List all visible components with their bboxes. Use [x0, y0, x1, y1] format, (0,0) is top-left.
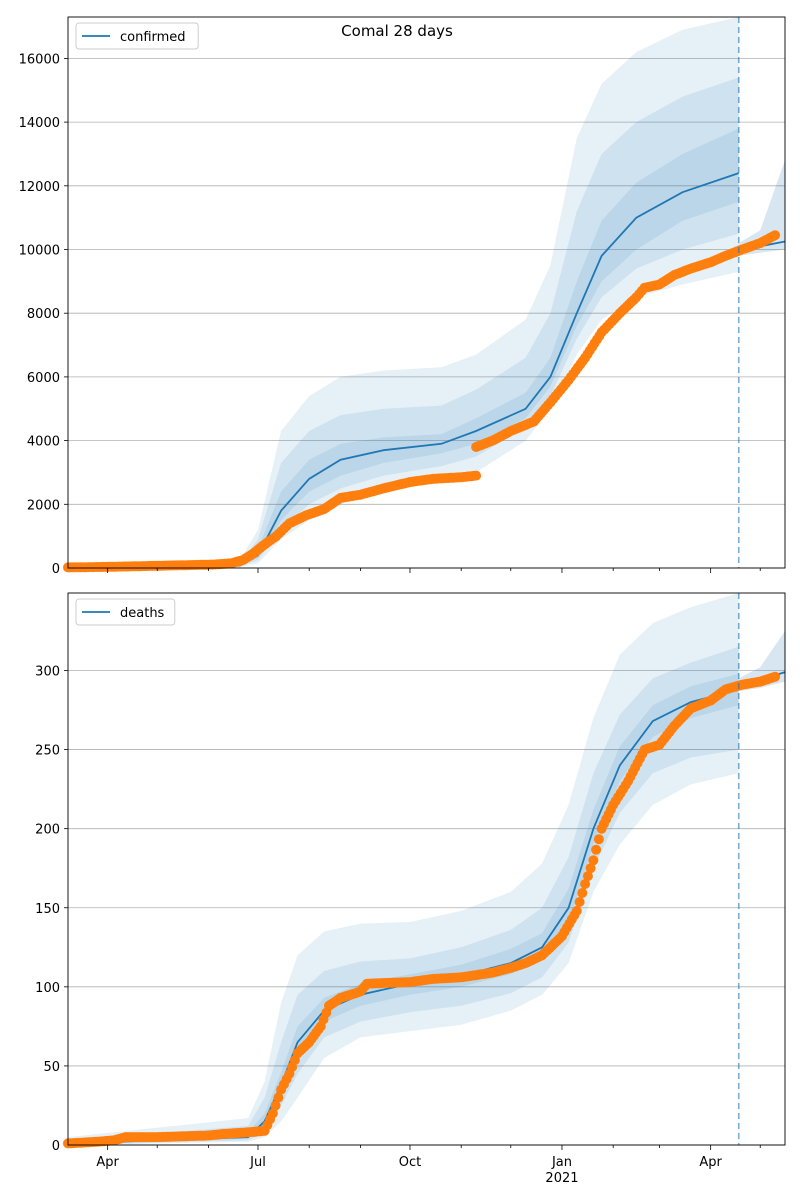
deaths-x-tick-label: Jan [551, 1155, 572, 1170]
deaths-observed-point [571, 905, 582, 916]
deaths-band-mid [68, 646, 739, 1145]
deaths-x-tick-label: Jul [249, 1155, 266, 1170]
deaths-x-tick-label: Apr [699, 1155, 722, 1170]
deaths-band-outer [68, 593, 739, 1145]
deaths-x-tick-label: Oct [399, 1155, 421, 1170]
deaths-y-tick-label: 300 [35, 665, 60, 680]
deaths-legend-label: deaths [120, 606, 165, 621]
confirmed-y-tick-label: 8000 [27, 307, 60, 322]
deaths-observed-point [588, 855, 599, 866]
confirmed-chart: 0 2000 4000 6000 8000 10000 12000 14000 16000 con… [19, 16, 786, 577]
confirmed-band-inner [68, 128, 739, 568]
confirmed-y-tick-label: 2000 [27, 498, 60, 513]
confirmed-band-outer [68, 17, 739, 568]
deaths-observed-point [574, 897, 585, 907]
deaths-observed-point [273, 1092, 284, 1103]
confirmed-model-line [67, 172, 739, 569]
deaths-legend-box [75, 598, 176, 626]
confirmed-legend-box [75, 22, 199, 50]
deaths-observed-point [585, 863, 596, 874]
confirmed-y-tick-label: 12000 [19, 180, 60, 195]
deaths-y-tick-label: 250 [35, 744, 60, 759]
deaths-x-year-label: 2021 [545, 1171, 578, 1186]
confirmed-band-mid [68, 77, 739, 568]
deaths-band-inner [68, 673, 739, 1145]
deaths-observed-point [577, 888, 588, 898]
deaths-y-tick-label: 50 [43, 1060, 60, 1075]
deaths-y-tick-label: 150 [35, 902, 60, 917]
deaths-observed-point [770, 671, 781, 682]
confirmed-observed-point [770, 230, 781, 241]
chart-title: Comal 28 days [341, 22, 453, 40]
confirmed-y-tick-label: 16000 [19, 52, 60, 67]
deaths-x-tick-label: Apr [96, 1155, 119, 1170]
confirmed-y-tick-label: 4000 [27, 435, 60, 450]
confirmed-y-tick-label: 14000 [19, 116, 60, 131]
confirmed-y-tick-label: 10000 [19, 244, 60, 259]
deaths-observed-point [582, 871, 593, 882]
deaths-y-tick-label: 0 [52, 1139, 60, 1154]
confirmed-axes-frame [67, 16, 786, 569]
deaths-axes-frame [67, 592, 786, 1146]
deaths-observed-point [270, 1100, 281, 1111]
deaths-y-tick-label: 200 [35, 823, 60, 838]
confirmed-observed-point [471, 470, 482, 481]
confirmed-y-tick-label: 0 [52, 562, 60, 577]
deaths-y-tick-label: 100 [35, 981, 60, 996]
deaths-observed-point [591, 844, 602, 855]
deaths-observed-point [267, 1108, 278, 1119]
confirmed-legend-label: confirmed [120, 30, 186, 45]
deaths-observed-point [580, 879, 591, 889]
deaths-observed-point [593, 834, 604, 845]
confirmed-y-tick-label: 6000 [27, 371, 60, 386]
